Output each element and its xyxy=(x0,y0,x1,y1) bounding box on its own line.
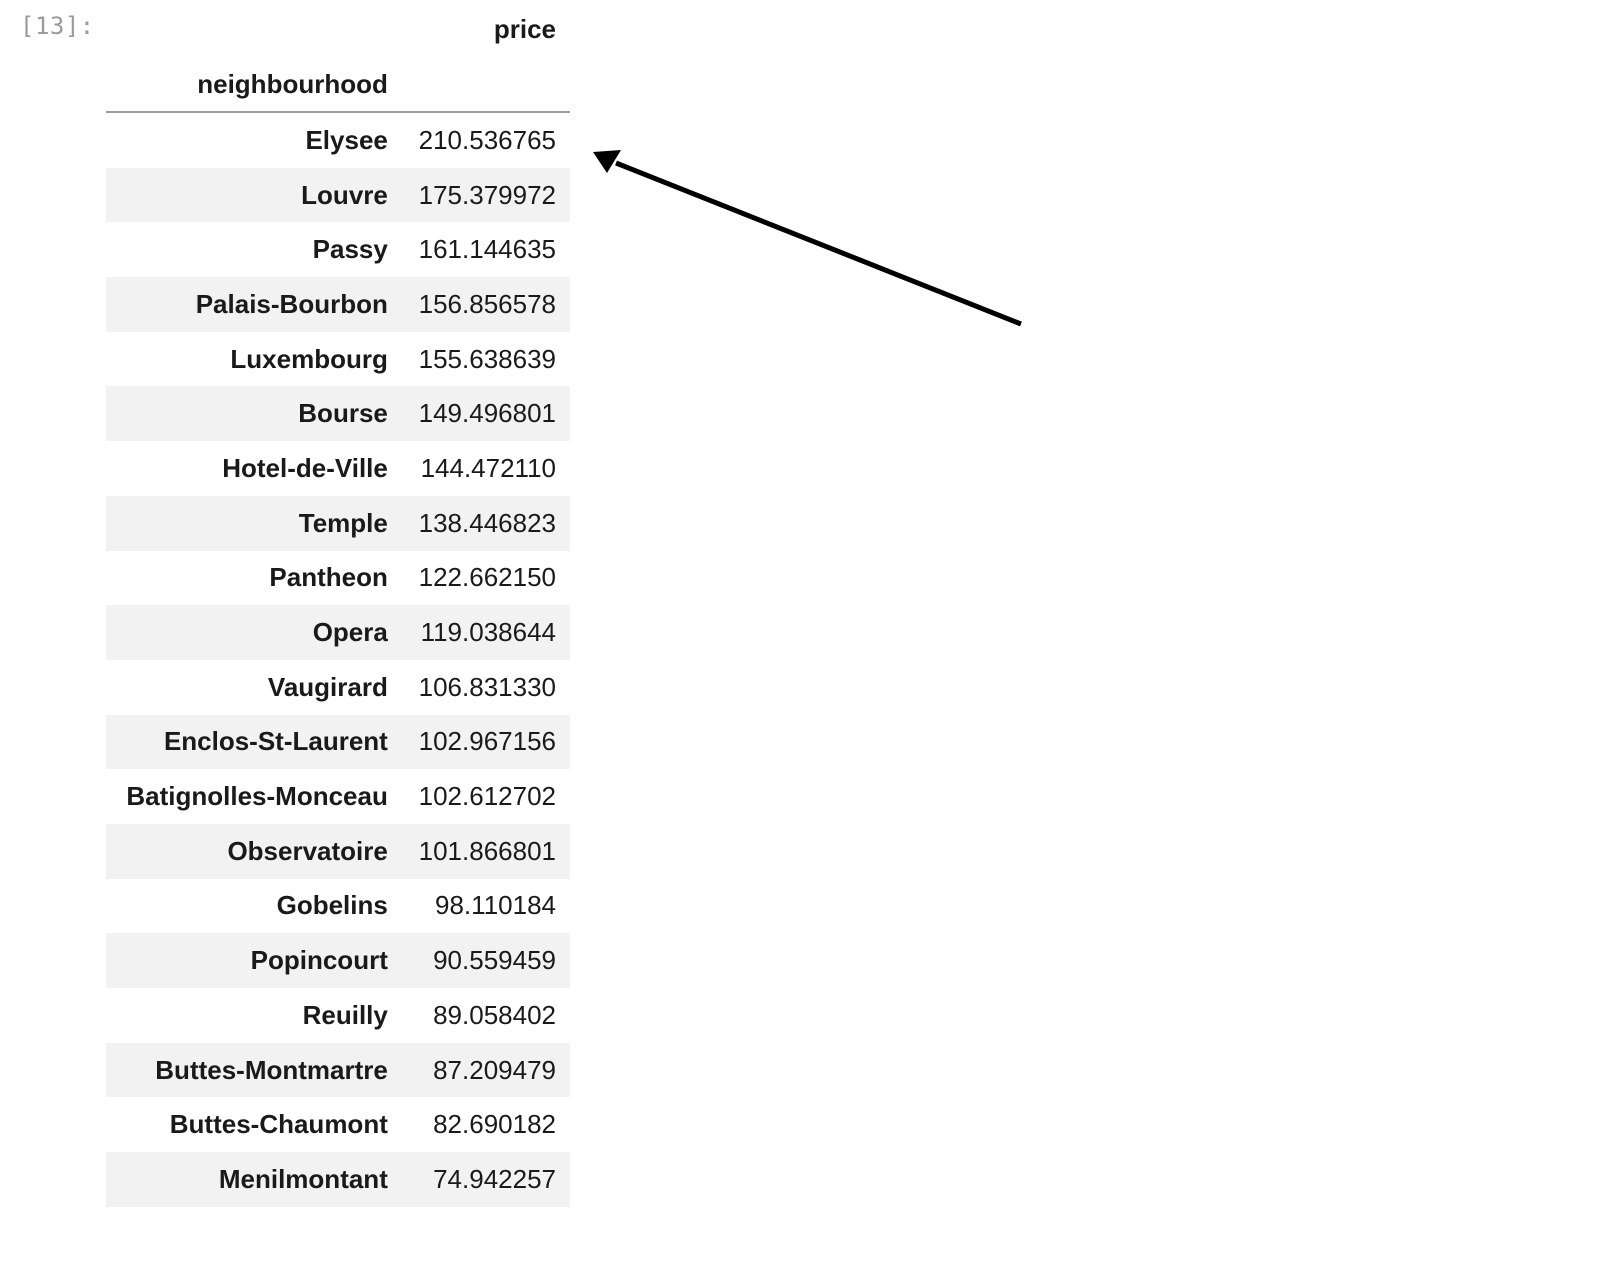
table-row: Louvre 175.379972 xyxy=(106,167,570,223)
table-row: Observatoire 101.866801 xyxy=(106,823,570,879)
row-price-value: 82.690182 xyxy=(433,1109,556,1140)
row-price-value: 175.379972 xyxy=(418,179,556,210)
row-price-value: 90.559459 xyxy=(433,945,556,976)
index-name-header: neighbourhood xyxy=(106,57,402,113)
row-index-label: Temple xyxy=(298,507,388,538)
table-row: Opera 119.038644 xyxy=(106,605,570,660)
table-row: Palais-Bourbon 156.856578 xyxy=(106,277,570,332)
table-row: Pantheon 122.662150 xyxy=(106,551,570,606)
row-price-value: 119.038644 xyxy=(420,617,556,648)
row-price-value: 87.209479 xyxy=(433,1054,556,1085)
table-row: Enclos-St-Laurent 102.967156 xyxy=(106,714,570,770)
row-price-value: 102.612702 xyxy=(418,781,556,812)
index-header-blank-cell xyxy=(401,57,570,113)
row-price-value: 106.831330 xyxy=(418,671,556,702)
row-price-value: 156.856578 xyxy=(418,288,556,319)
header-blank-cell xyxy=(106,1,402,57)
row-index-label: Palais-Bourbon xyxy=(195,288,388,319)
row-index-label: Menilmontant xyxy=(218,1163,388,1194)
row-index-label: Buttes-Chaumont xyxy=(169,1109,388,1140)
row-index-label: Passy xyxy=(312,234,388,265)
row-price-value: 155.638639 xyxy=(418,343,556,374)
row-price-value: 102.967156 xyxy=(418,726,556,757)
row-price-value: 98.110184 xyxy=(435,890,556,921)
row-index-label: Luxembourg xyxy=(230,343,388,374)
row-index-label: Gobelins xyxy=(276,890,388,921)
table-row: Temple 138.446823 xyxy=(106,495,570,551)
row-price-value: 101.866801 xyxy=(418,835,556,866)
row-price-value: 149.496801 xyxy=(418,398,556,429)
row-price-value: 122.662150 xyxy=(418,562,556,593)
table-row: Luxembourg 155.638639 xyxy=(106,332,570,387)
row-index-label: Popincourt xyxy=(250,945,388,976)
table-row: Hotel-de-Ville 144.472110 xyxy=(106,441,570,496)
table-row: Passy 161.144635 xyxy=(106,222,570,277)
row-index-label: Buttes-Montmartre xyxy=(155,1054,388,1085)
table-row: Elysee 210.536765 xyxy=(106,112,570,168)
row-price-value: 144.472110 xyxy=(420,452,556,483)
row-index-label: Pantheon xyxy=(269,562,388,593)
row-index-label: Reuilly xyxy=(302,999,388,1030)
row-index-label: Enclos-St-Laurent xyxy=(163,726,388,757)
row-index-label: Louvre xyxy=(301,179,388,210)
row-index-label: Observatoire xyxy=(227,835,388,866)
table-row: Gobelins 98.110184 xyxy=(106,879,570,934)
row-price-value: 74.942257 xyxy=(433,1163,556,1194)
dataframe-output-table: price neighbourhood Elysee 210.536765 Lou… xyxy=(106,1,570,1207)
row-index-label: Opera xyxy=(312,617,388,648)
table-row: Buttes-Chaumont 82.690182 xyxy=(106,1097,570,1152)
arrow-head xyxy=(593,150,621,173)
table-row: Popincourt 90.559459 xyxy=(106,933,570,988)
row-price-value: 210.536765 xyxy=(418,124,556,155)
row-index-label: Elysee xyxy=(305,124,388,155)
column-header-row: price xyxy=(106,1,570,57)
arrow-shaft xyxy=(615,160,1022,327)
row-price-value: 89.058402 xyxy=(433,999,556,1030)
row-index-label: Hotel-de-Ville xyxy=(222,452,388,483)
index-name-row: neighbourhood xyxy=(106,57,570,113)
row-index-label: Vaugirard xyxy=(267,671,388,702)
row-index-label: Bourse xyxy=(298,398,388,429)
cell-execution-prompt: [13]: xyxy=(20,12,95,40)
table-row: Bourse 149.496801 xyxy=(106,386,570,442)
table-row: Reuilly 89.058402 xyxy=(106,988,570,1043)
row-price-value: 138.446823 xyxy=(418,507,556,538)
table-row: Menilmontant 74.942257 xyxy=(106,1152,570,1207)
row-price-value: 161.144635 xyxy=(418,234,556,265)
column-header-price: price xyxy=(493,13,556,44)
table-row: Vaugirard 106.831330 xyxy=(106,660,570,715)
row-index-label: Batignolles-Monceau xyxy=(126,781,388,812)
table-row: Batignolles-Monceau 102.612702 xyxy=(106,769,570,824)
table-row: Buttes-Montmartre 87.209479 xyxy=(106,1042,570,1098)
